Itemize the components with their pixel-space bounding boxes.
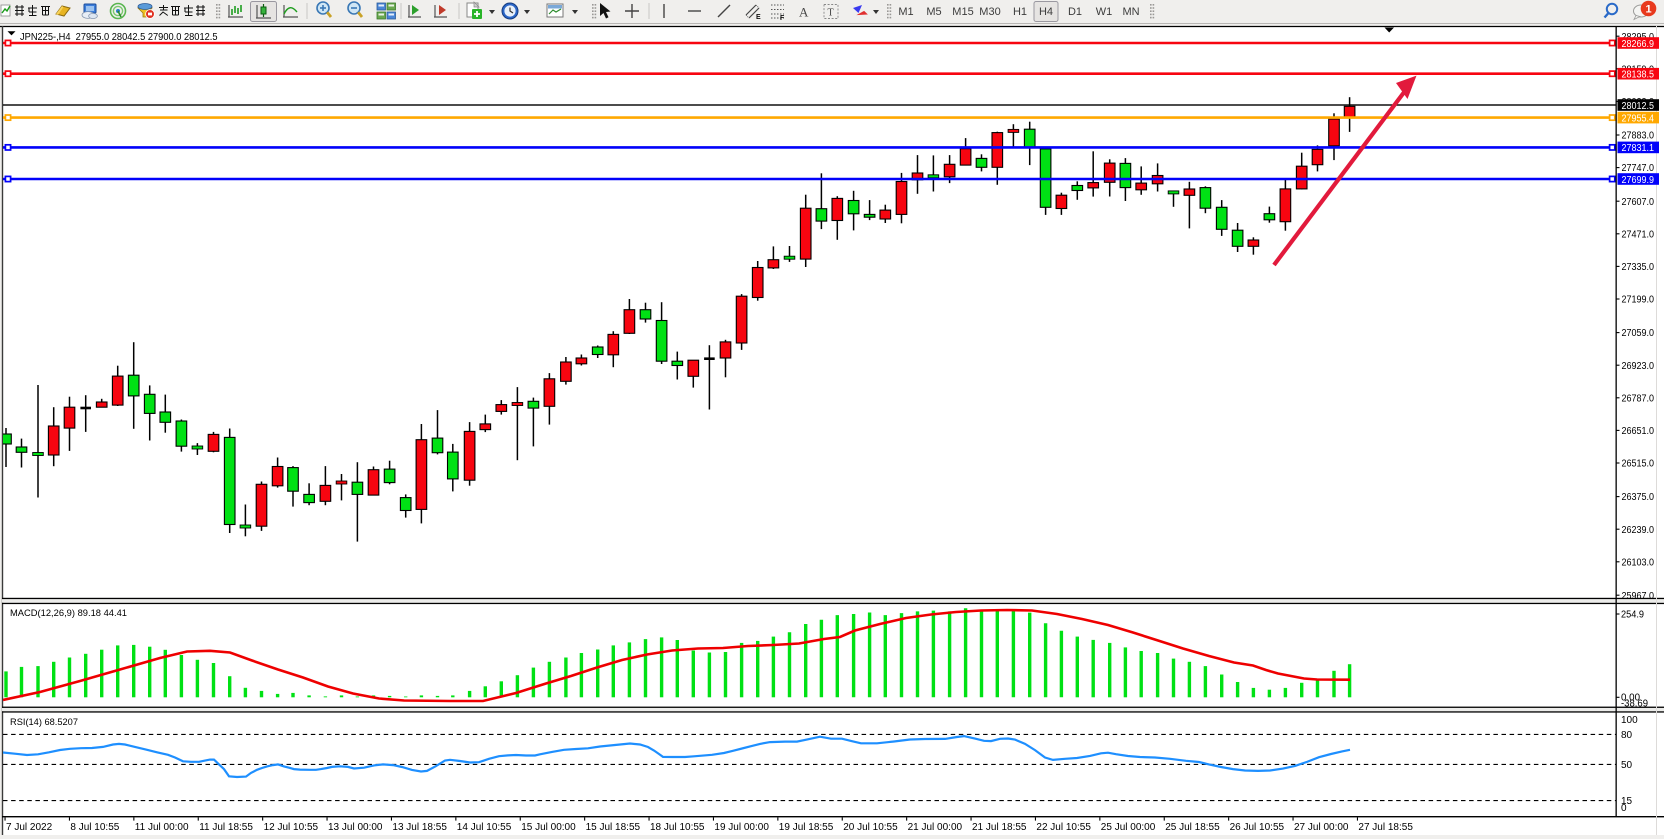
svg-text:M30: M30 (979, 6, 1000, 18)
svg-text:22 Jul 10:55: 22 Jul 10:55 (1036, 822, 1091, 833)
svg-text:8 Jul 10:55: 8 Jul 10:55 (70, 822, 119, 833)
svg-text:15 Jul 18:55: 15 Jul 18:55 (586, 822, 641, 833)
svg-text:27199.0: 27199.0 (1622, 295, 1655, 306)
svg-text:13 Jul 00:00: 13 Jul 00:00 (328, 822, 383, 833)
svg-text:27699.9: 27699.9 (1622, 175, 1655, 186)
svg-text:MN: MN (1122, 6, 1139, 18)
svg-text:12 Jul 10:55: 12 Jul 10:55 (264, 822, 319, 833)
svg-text:M1: M1 (898, 6, 913, 18)
svg-text:27 Jul 18:55: 27 Jul 18:55 (1358, 822, 1413, 833)
svg-text:15: 15 (1621, 796, 1633, 807)
svg-text:254.9: 254.9 (1621, 610, 1644, 621)
svg-text:JPN225-,H4 27955.0 28042.5 27: JPN225-,H4 27955.0 28042.5 27900.0 28012… (20, 31, 218, 43)
svg-text:7 Jul 2022: 7 Jul 2022 (6, 822, 53, 833)
svg-text:E: E (756, 14, 761, 21)
svg-text:27831.1: 27831.1 (1622, 143, 1655, 154)
svg-text:26 Jul 10:55: 26 Jul 10:55 (1230, 822, 1285, 833)
svg-text:T: T (828, 8, 834, 19)
svg-text:D1: D1 (1068, 6, 1082, 18)
svg-text:27 Jul 00:00: 27 Jul 00:00 (1294, 822, 1349, 833)
svg-text:27059.0: 27059.0 (1622, 328, 1655, 339)
svg-text:11 Jul 00:00: 11 Jul 00:00 (135, 822, 189, 833)
svg-text:27471.0: 27471.0 (1622, 229, 1655, 240)
svg-text:26787.0: 26787.0 (1622, 393, 1655, 404)
svg-text:MACD(12,26,9) 89.18 44.41: MACD(12,26,9) 89.18 44.41 (10, 608, 127, 619)
svg-text:W1: W1 (1096, 6, 1113, 18)
svg-text:1: 1 (1645, 4, 1651, 16)
svg-text:26515.0: 26515.0 (1622, 459, 1655, 470)
svg-text:100: 100 (1621, 715, 1638, 726)
svg-text:M15: M15 (952, 6, 973, 18)
svg-text:80: 80 (1621, 730, 1633, 741)
svg-text:26103.0: 26103.0 (1622, 557, 1655, 568)
svg-text:28012.5: 28012.5 (1622, 101, 1655, 112)
svg-text:28138.5: 28138.5 (1622, 70, 1655, 81)
svg-text:H1: H1 (1013, 6, 1027, 18)
svg-text:25 Jul 18:55: 25 Jul 18:55 (1165, 822, 1220, 833)
svg-text:M5: M5 (926, 6, 941, 18)
svg-text:RSI(14) 68.5207: RSI(14) 68.5207 (10, 717, 78, 728)
svg-text:F: F (780, 15, 785, 22)
svg-text:0.00: 0.00 (1621, 693, 1640, 704)
svg-text:H4: H4 (1039, 6, 1053, 18)
svg-text:26375.0: 26375.0 (1622, 492, 1655, 503)
svg-text:19 Jul 00:00: 19 Jul 00:00 (714, 822, 769, 833)
svg-text:25967.0: 25967.0 (1622, 591, 1655, 602)
svg-text:14 Jul 10:55: 14 Jul 10:55 (457, 822, 512, 833)
svg-text:21 Jul 00:00: 21 Jul 00:00 (908, 822, 963, 833)
svg-text:21 Jul 18:55: 21 Jul 18:55 (972, 822, 1027, 833)
svg-text:26651.0: 26651.0 (1622, 426, 1655, 437)
svg-text:26239.0: 26239.0 (1622, 525, 1655, 536)
svg-text:20 Jul 10:55: 20 Jul 10:55 (843, 822, 898, 833)
svg-text:11 Jul 18:55: 11 Jul 18:55 (199, 822, 253, 833)
svg-text:19 Jul 18:55: 19 Jul 18:55 (779, 822, 834, 833)
svg-text:13 Jul 18:55: 13 Jul 18:55 (392, 822, 447, 833)
svg-text:0: 0 (1621, 803, 1627, 814)
svg-text:A: A (799, 5, 809, 20)
svg-text:27607.0: 27607.0 (1622, 197, 1655, 208)
svg-text:-38.69: -38.69 (1621, 699, 1648, 710)
svg-text:26923.0: 26923.0 (1622, 361, 1655, 372)
svg-text:27883.0: 27883.0 (1622, 131, 1655, 142)
svg-text:15 Jul 00:00: 15 Jul 00:00 (521, 822, 576, 833)
svg-text:27955.4: 27955.4 (1622, 113, 1655, 124)
svg-text:28266.9: 28266.9 (1622, 39, 1655, 50)
svg-text:25 Jul 00:00: 25 Jul 00:00 (1101, 822, 1156, 833)
svg-text:50: 50 (1621, 760, 1633, 771)
svg-text:27747.0: 27747.0 (1622, 163, 1655, 174)
svg-text:18 Jul 10:55: 18 Jul 10:55 (650, 822, 705, 833)
svg-text:27335.0: 27335.0 (1622, 262, 1655, 273)
